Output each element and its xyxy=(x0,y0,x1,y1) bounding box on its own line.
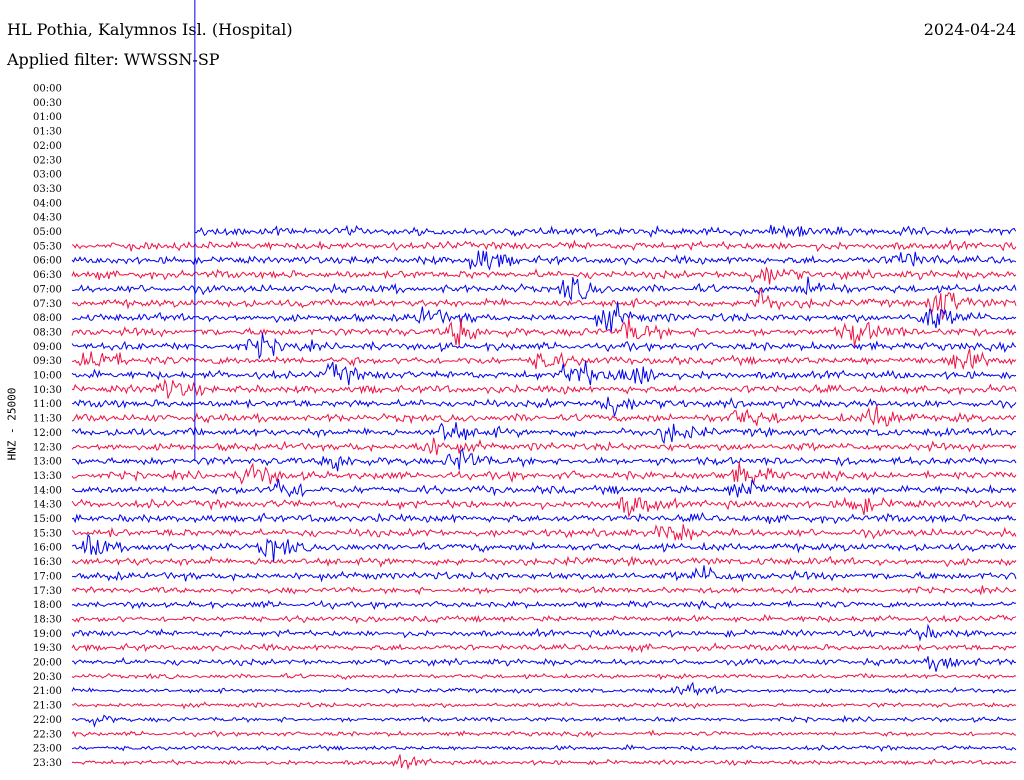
trace-row xyxy=(71,642,1017,654)
time-label: 19:00 xyxy=(33,629,62,640)
trace-row xyxy=(71,250,1017,271)
time-label: 10:00 xyxy=(33,371,62,382)
time-label: 14:00 xyxy=(33,485,62,496)
time-label: 02:00 xyxy=(33,141,62,152)
trace-row xyxy=(71,404,1017,427)
trace-row xyxy=(71,422,1017,445)
trace-row xyxy=(71,623,1017,642)
trace-row xyxy=(71,585,1017,596)
time-label: 01:00 xyxy=(33,112,62,123)
trace-row xyxy=(71,267,1017,285)
time-label: 15:30 xyxy=(33,528,62,539)
trace-row xyxy=(71,599,1017,611)
trace-row xyxy=(71,743,1017,753)
trace-row xyxy=(71,524,1017,541)
trace-row xyxy=(71,714,1017,728)
trace-row xyxy=(71,437,1017,456)
time-label: 00:30 xyxy=(33,98,62,109)
time-label: 06:30 xyxy=(33,270,62,281)
trace-row xyxy=(71,533,1017,562)
time-label: 22:00 xyxy=(33,715,62,726)
time-label: 23:00 xyxy=(33,744,62,755)
time-label: 11:00 xyxy=(33,399,62,410)
trace-row xyxy=(71,301,1017,333)
station-title: HL Pothia, Kalymnos Isl. (Hospital) xyxy=(7,20,293,39)
time-label: 15:00 xyxy=(33,514,62,525)
trace-row xyxy=(71,239,1017,253)
time-label: 21:00 xyxy=(33,686,62,697)
trace-row xyxy=(71,287,1017,320)
trace-row xyxy=(71,276,1017,302)
trace-row xyxy=(71,478,1017,498)
time-label: 16:30 xyxy=(33,557,62,568)
trace-row xyxy=(71,496,1017,519)
time-label: 19:30 xyxy=(33,643,62,654)
time-labels: 00:00 00:30 01:00 01:30 02:00 02:30 03:00 03:30… xyxy=(33,84,62,769)
trace-row xyxy=(72,656,1017,672)
time-label: 05:30 xyxy=(33,241,62,252)
time-label: 09:00 xyxy=(33,342,62,353)
time-label: 21:30 xyxy=(33,701,62,712)
date-label: 2024-04-24 xyxy=(923,20,1016,39)
trace-row xyxy=(71,555,1017,568)
time-label: 00:00 xyxy=(33,84,62,95)
time-label: 04:30 xyxy=(33,213,62,224)
trace-row xyxy=(71,378,1017,399)
trace-row xyxy=(71,613,1017,624)
trace-row xyxy=(71,754,1017,771)
trace-row xyxy=(71,448,1017,472)
time-label: 13:00 xyxy=(33,457,62,468)
time-label: 07:30 xyxy=(33,299,62,310)
time-label: 16:00 xyxy=(33,543,62,554)
trace-row xyxy=(71,701,1017,710)
time-label: 20:30 xyxy=(33,672,62,683)
time-label: 03:00 xyxy=(33,170,62,181)
trace-row xyxy=(71,729,1017,738)
trace-row xyxy=(71,681,1017,697)
time-label: 09:30 xyxy=(33,356,62,367)
time-label: 02:30 xyxy=(33,155,62,166)
time-label: 07:00 xyxy=(33,284,62,295)
trace-row xyxy=(71,511,1017,525)
time-label: 12:00 xyxy=(33,428,62,439)
trace-row xyxy=(71,348,1017,371)
time-label: 12:30 xyxy=(33,442,62,453)
trace-row xyxy=(71,332,1017,360)
time-label: 04:00 xyxy=(33,198,62,209)
time-label: 23:30 xyxy=(33,758,62,769)
trace-row xyxy=(71,396,1017,417)
time-label: 05:00 xyxy=(33,227,62,238)
filter-label: Applied filter: WWSSN-SP xyxy=(7,50,220,69)
trace-row xyxy=(194,224,1017,239)
trace-row xyxy=(71,672,1017,681)
trace-row xyxy=(71,461,1017,485)
time-label: 10:30 xyxy=(33,385,62,396)
time-label: 06:00 xyxy=(33,256,62,267)
trace-row xyxy=(71,361,1017,386)
traces xyxy=(71,224,1017,771)
time-label: 17:00 xyxy=(33,571,62,582)
time-label: 22:30 xyxy=(33,729,62,740)
time-label: 18:30 xyxy=(33,614,62,625)
time-label: 18:00 xyxy=(33,600,62,611)
time-label: 14:30 xyxy=(33,500,62,511)
time-label: 03:30 xyxy=(33,184,62,195)
time-label: 08:30 xyxy=(33,327,62,338)
time-label: 13:30 xyxy=(33,471,62,482)
time-label: 01:30 xyxy=(33,127,62,138)
time-label: 08:00 xyxy=(33,313,62,324)
time-label: 17:30 xyxy=(33,586,62,597)
time-label: 20:00 xyxy=(33,658,62,669)
time-label: 11:30 xyxy=(33,414,62,425)
trace-row xyxy=(71,565,1017,583)
trace-row xyxy=(71,317,1017,347)
